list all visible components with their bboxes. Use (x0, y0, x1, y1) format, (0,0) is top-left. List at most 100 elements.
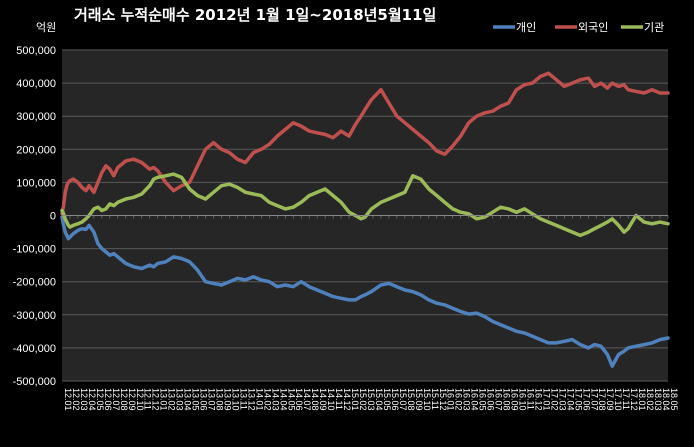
y-axis: 500,000 400,000 300,000 200,000 100,000 0 -100… (13, 45, 56, 388)
x-tick-label: 17.12 (629, 388, 639, 411)
x-tick-label: 17.05 (573, 388, 583, 411)
x-tick-label: 15.02 (358, 388, 368, 411)
series-line (60, 215, 670, 368)
x-tick-label: 14.03 (270, 388, 280, 411)
x-tick-label: 14.07 (302, 388, 312, 411)
x-tick-label: 15.10 (422, 388, 432, 411)
x-tick-label: 16.02 (454, 388, 464, 411)
x-tick-label: 12.08 (119, 388, 129, 411)
x-tick-label: 15.08 (406, 388, 416, 411)
x-tick-label: 17.07 (589, 388, 599, 411)
unit-label: 억원 (36, 21, 56, 34)
x-tick-label: 14.01 (254, 388, 264, 411)
x-tick-label: 17.09 (605, 388, 615, 411)
series-line (60, 172, 670, 238)
chart-title: 거래소 누적순매수 2012년 1월 1일~2018년5월11일 (74, 6, 436, 24)
x-tick-label: 15.06 (390, 388, 400, 411)
x-tick-label: 17.04 (565, 388, 575, 411)
x-tick-label: 14.06 (294, 388, 304, 411)
x-tick-label: 12.07 (111, 388, 121, 411)
x-tick-label: 18.04 (661, 388, 671, 411)
y-tick-label: -400,000 (13, 343, 56, 355)
y-tick-label: 200,000 (16, 144, 56, 156)
x-tick-label: 12.04 (87, 388, 97, 411)
x-tick-label: 16.08 (502, 388, 512, 411)
y-tick-label: -200,000 (13, 277, 56, 289)
y-tick-label: 500,000 (16, 45, 56, 57)
x-tick-label: 13.01 (159, 388, 169, 411)
x-tick-label: 18.02 (645, 388, 655, 411)
x-tick-label: 18.03 (653, 388, 663, 411)
series-layer (60, 71, 670, 368)
x-tick-label: 15.04 (374, 388, 384, 411)
x-tick-label: 16.09 (510, 388, 520, 411)
x-tick-label: 15.11 (430, 388, 440, 410)
x-tick-label: 14.10 (326, 388, 336, 411)
y-tick-label: 300,000 (16, 111, 56, 123)
y-tick-label: -300,000 (13, 310, 56, 322)
legend-label: 개인 (516, 21, 536, 34)
x-tick-label: 14.08 (310, 388, 320, 411)
x-tick-label: 14.02 (262, 388, 272, 411)
y-tick-label: 400,000 (16, 78, 56, 90)
x-tick-label: 13.06 (199, 388, 209, 411)
x-tick-label: 12.06 (103, 388, 113, 411)
x-tick-label: 12.01 (63, 388, 73, 411)
x-tick-label: 17.02 (549, 388, 559, 411)
x-tick-label: 12.02 (71, 388, 81, 411)
x-tick-label: 14.04 (278, 388, 288, 411)
x-tick-label: 13.10 (230, 388, 240, 411)
x-tick-label: 12.12 (151, 388, 161, 411)
x-tick-label: 12.05 (95, 388, 105, 411)
x-tick-label: 15.07 (398, 388, 408, 411)
y-tick-label: -500,000 (13, 376, 56, 388)
x-tick-label: 15.12 (438, 388, 448, 411)
x-tick-label: 17.03 (557, 388, 567, 411)
x-tick-label: 17.10 (613, 388, 623, 411)
x-tick-label: 17.06 (581, 388, 591, 411)
y-tick-label: 100,000 (16, 177, 56, 189)
x-tick-label: 14.12 (342, 388, 352, 411)
x-tick-label: 15.09 (414, 388, 424, 411)
x-tick-label: 13.04 (183, 388, 193, 411)
x-tick-label: 12.10 (135, 388, 145, 411)
x-tick-label: 13.11 (238, 388, 248, 410)
x-tick-label: 13.07 (207, 388, 217, 411)
series-line (60, 71, 670, 216)
legend-label: 기관 (644, 21, 664, 34)
x-tick-label: 16.07 (494, 388, 504, 411)
x-tick-label: 15.03 (366, 388, 376, 411)
x-tick-label: 13.02 (167, 388, 177, 411)
y-tick-label: 0 (50, 211, 56, 223)
x-tick-label: 16.10 (518, 388, 528, 411)
x-tick-label: 13.08 (215, 388, 225, 411)
x-tick-label: 14.05 (286, 388, 296, 411)
x-tick-label: 18.01 (637, 388, 647, 411)
x-tick-label: 17.08 (597, 388, 607, 411)
x-tick-label: 16.05 (478, 388, 488, 411)
x-tick-label: 16.04 (470, 388, 480, 411)
x-tick-label: 16.06 (486, 388, 496, 411)
legend: 개인 외국인 기관 (493, 21, 664, 34)
x-tick-label: 12.03 (79, 388, 89, 411)
x-tick-label: 13.03 (175, 388, 185, 411)
gridlines (62, 49, 668, 382)
x-tick-label: 14.09 (318, 388, 328, 411)
legend-label: 외국인 (578, 21, 608, 34)
x-tick-label: 17.11 (621, 388, 631, 410)
x-tick-label: 13.05 (191, 388, 201, 411)
x-axis: 12.0112.0212.0312.0412.0512.0612.0712.08… (61, 215, 679, 411)
x-tick-label: 18.05 (669, 388, 679, 411)
x-tick-label: 16.11 (525, 388, 535, 410)
y-tick-label: -100,000 (13, 244, 56, 256)
x-tick-label: 15.01 (350, 388, 360, 411)
x-tick-label: 17.01 (541, 388, 551, 411)
x-tick-label: 16.12 (533, 388, 543, 411)
x-tick-label: 14.11 (334, 388, 344, 410)
x-tick-label: 12.11 (143, 388, 153, 410)
x-tick-label: 16.01 (446, 388, 456, 411)
x-tick-label: 13.12 (246, 388, 256, 411)
x-tick-label: 16.03 (462, 388, 472, 411)
